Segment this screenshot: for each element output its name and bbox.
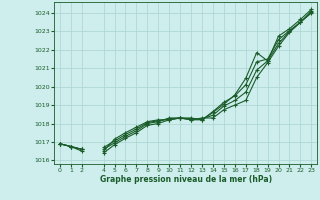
- X-axis label: Graphe pression niveau de la mer (hPa): Graphe pression niveau de la mer (hPa): [100, 175, 272, 184]
